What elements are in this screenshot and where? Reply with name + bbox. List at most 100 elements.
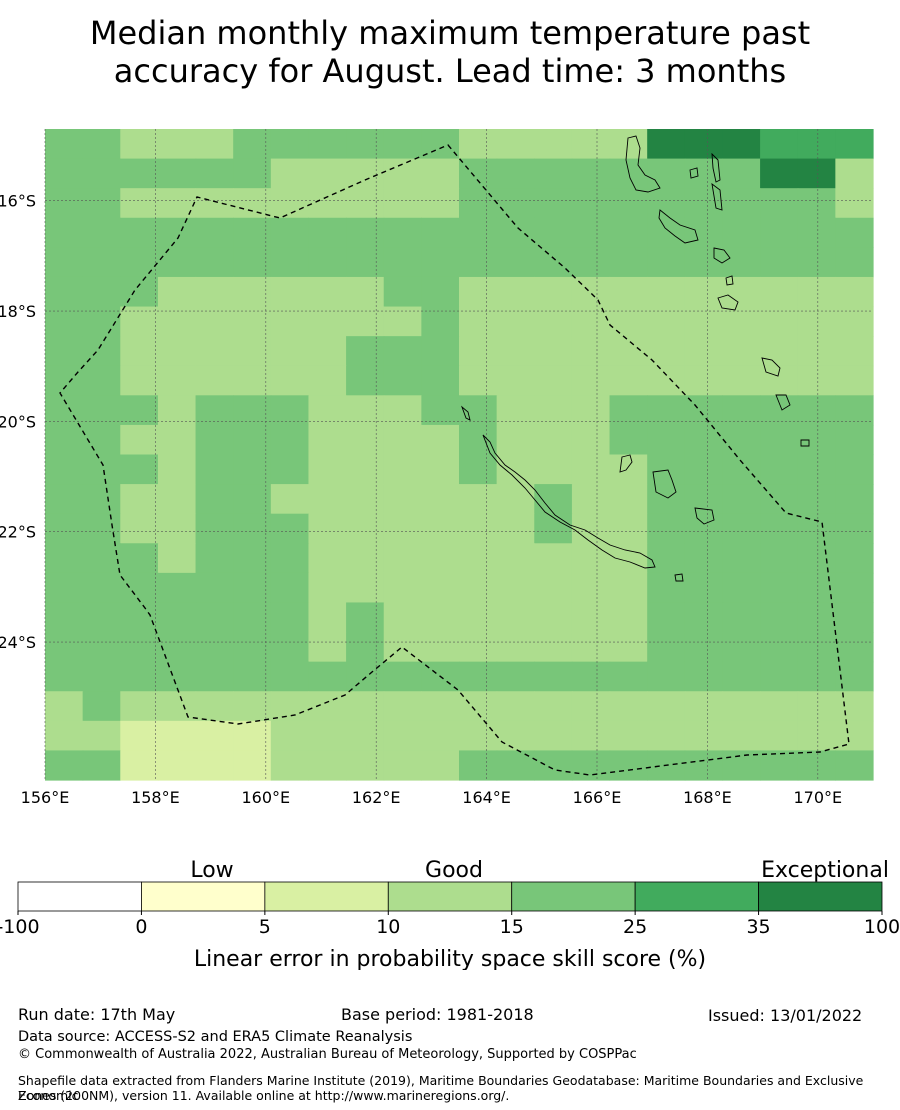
skill-cell — [270, 632, 310, 663]
skill-cell — [835, 306, 874, 337]
skill-cell — [233, 365, 272, 396]
colorbar: Low Good Exceptional -100 0 5 10 15 25 35 100 L… — [0, 858, 900, 970]
skill-cell — [571, 543, 611, 574]
skill-cell — [722, 217, 761, 248]
skill-cell — [346, 395, 385, 426]
skill-cell — [797, 750, 836, 781]
skill-cell — [421, 306, 460, 337]
skill-cell — [233, 632, 272, 663]
skill-cell — [270, 276, 310, 308]
skill-cell — [383, 365, 422, 396]
skill-cell — [195, 543, 234, 574]
skill-cell — [120, 543, 159, 574]
skill-cell — [571, 691, 611, 722]
colorbar-band — [17, 881, 142, 912]
skill-cell — [684, 691, 724, 722]
skill-cell — [496, 602, 535, 633]
skill-cell — [722, 188, 761, 219]
skill-cell — [45, 217, 84, 248]
skill-cell — [308, 484, 347, 515]
skill-cell — [534, 750, 573, 781]
skill-cell — [459, 306, 498, 337]
skill-cell — [120, 129, 159, 160]
skill-cell — [496, 484, 535, 515]
skill-cell — [684, 247, 724, 278]
skill-cell — [270, 454, 310, 485]
skill-cell — [195, 365, 234, 396]
skill-cell — [609, 454, 648, 485]
skill-cell — [195, 454, 234, 485]
island-outline — [674, 573, 684, 582]
skill-cell — [835, 247, 874, 278]
skill-cell — [383, 129, 422, 160]
skill-cell — [684, 188, 724, 219]
skill-cell — [459, 750, 498, 781]
skill-cell — [120, 720, 159, 752]
skill-cell — [496, 572, 535, 604]
skill-cell — [797, 691, 836, 722]
skill-cell — [308, 691, 347, 722]
island-outline — [689, 167, 699, 179]
skill-cell — [571, 247, 611, 278]
lat-tick-label: 20°S — [0, 412, 36, 431]
skill-cell — [496, 513, 535, 544]
skill-cell — [346, 247, 385, 278]
skill-cell — [270, 661, 310, 692]
skill-cell — [797, 484, 836, 515]
colorbar-title: Linear error in probability space skill … — [194, 947, 706, 970]
skill-cell — [195, 247, 234, 278]
skill-cell — [308, 395, 347, 426]
skill-cell — [684, 572, 724, 604]
skill-cell — [45, 602, 84, 633]
skill-cell — [722, 572, 761, 604]
skill-cell — [684, 129, 724, 160]
skill-cell — [835, 602, 874, 633]
skill-cell — [195, 424, 234, 456]
skill-cell — [421, 632, 460, 663]
skill-cell — [609, 129, 648, 160]
legend-category-low: Low — [190, 858, 233, 883]
skill-cell — [346, 306, 385, 337]
chart-title: Median monthly maximum temperature past … — [0, 14, 900, 90]
skill-cell — [82, 543, 121, 574]
skill-cell — [496, 395, 535, 426]
skill-cell — [45, 336, 84, 367]
skill-cell — [534, 158, 573, 189]
skill-cell — [835, 217, 874, 248]
skill-cell — [421, 513, 460, 544]
skill-cell — [308, 247, 347, 278]
skill-cell — [195, 661, 234, 692]
skill-cell — [45, 306, 84, 337]
island-outline — [711, 182, 723, 211]
skill-cell — [647, 365, 686, 396]
skill-cell — [797, 543, 836, 574]
skill-cell — [797, 276, 836, 308]
skill-cell — [647, 158, 686, 189]
skill-cell — [82, 661, 121, 692]
skill-cell — [609, 395, 648, 426]
skill-cell — [346, 424, 385, 456]
skill-cell — [496, 336, 535, 367]
skill-cell — [459, 336, 498, 367]
skill-cell — [609, 720, 648, 752]
skill-cell — [270, 247, 310, 278]
skill-cell — [233, 276, 272, 308]
skill-cell — [120, 365, 159, 396]
skill-cell — [459, 276, 498, 308]
skill-cell — [45, 158, 84, 189]
skill-cell — [82, 602, 121, 633]
skill-cell — [308, 365, 347, 396]
skill-cell — [797, 336, 836, 367]
skill-cell — [647, 129, 686, 160]
skill-cell — [684, 424, 724, 456]
skill-cell — [459, 158, 498, 189]
skill-cell — [120, 750, 159, 781]
skill-cell — [534, 188, 573, 219]
skill-cell — [722, 276, 761, 308]
skill-cell — [195, 217, 234, 248]
skill-cell — [270, 217, 310, 248]
skill-cell — [82, 572, 121, 604]
skill-cell — [120, 484, 159, 515]
skill-cell — [571, 720, 611, 752]
skill-cell — [496, 424, 535, 456]
